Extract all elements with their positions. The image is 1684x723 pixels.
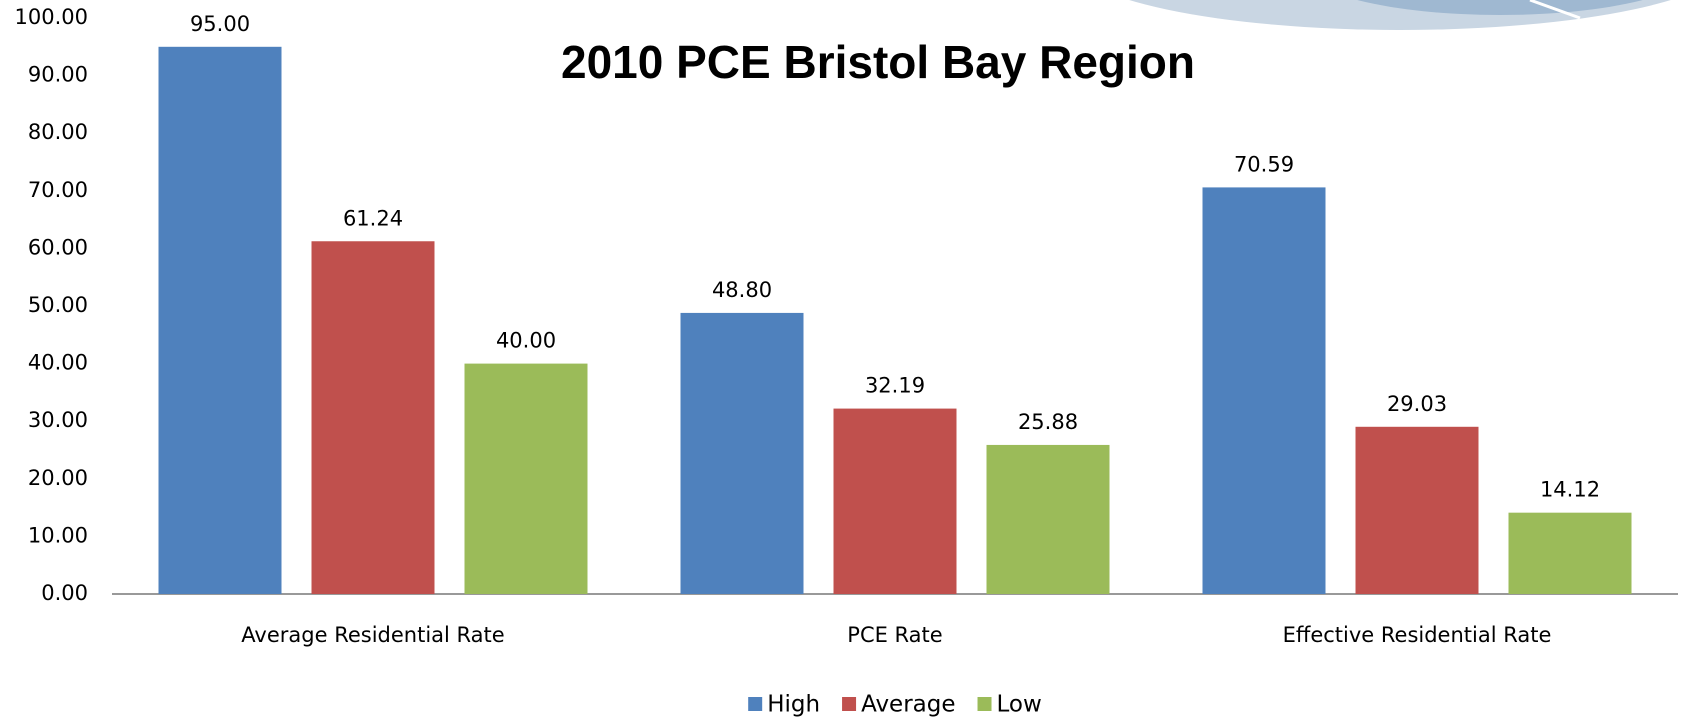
legend-label: High bbox=[767, 692, 820, 718]
y-tick-label: 30.00 bbox=[28, 408, 88, 432]
value-label: 14.12 bbox=[1540, 478, 1600, 502]
legend-label: Low bbox=[997, 692, 1042, 718]
y-tick-label: 100.00 bbox=[15, 5, 88, 29]
value-label: 25.88 bbox=[1018, 410, 1078, 434]
y-tick-label: 40.00 bbox=[28, 351, 88, 375]
legend-swatch bbox=[842, 697, 857, 711]
y-tick-label: 70.00 bbox=[28, 178, 88, 202]
x-tick-label: PCE Rate bbox=[847, 623, 942, 647]
y-tick-label: 80.00 bbox=[28, 120, 88, 144]
y-tick-label: 0.00 bbox=[41, 581, 88, 605]
value-label: 40.00 bbox=[496, 329, 556, 353]
legend-label: Average bbox=[861, 692, 955, 718]
value-label: 70.59 bbox=[1234, 152, 1294, 176]
bar bbox=[311, 241, 435, 594]
bar bbox=[1202, 187, 1326, 594]
y-tick-label: 50.00 bbox=[28, 293, 88, 317]
x-tick-label: Effective Residential Rate bbox=[1283, 623, 1552, 647]
y-tick-label: 20.00 bbox=[28, 466, 88, 490]
bar bbox=[986, 444, 1110, 594]
x-tick-label: Average Residential Rate bbox=[241, 623, 504, 647]
bar bbox=[158, 46, 282, 595]
value-label: 48.80 bbox=[712, 278, 772, 302]
y-tick-label: 90.00 bbox=[28, 63, 88, 87]
y-tick-label: 10.00 bbox=[28, 523, 88, 547]
decoration bbox=[1129, 0, 1671, 30]
bar bbox=[1355, 426, 1479, 594]
legend-swatch bbox=[748, 697, 763, 711]
bar bbox=[833, 408, 957, 594]
legend-swatch bbox=[977, 697, 992, 711]
value-label: 29.03 bbox=[1387, 392, 1447, 416]
y-tick-label: 60.00 bbox=[28, 235, 88, 259]
chart-title: 2010 PCE Bristol Bay Region bbox=[561, 36, 1195, 88]
bar bbox=[1508, 512, 1632, 594]
value-label: 61.24 bbox=[343, 206, 403, 230]
bar bbox=[464, 363, 588, 594]
bar bbox=[680, 312, 804, 594]
value-label: 95.00 bbox=[190, 12, 250, 36]
value-label: 32.19 bbox=[865, 374, 925, 398]
